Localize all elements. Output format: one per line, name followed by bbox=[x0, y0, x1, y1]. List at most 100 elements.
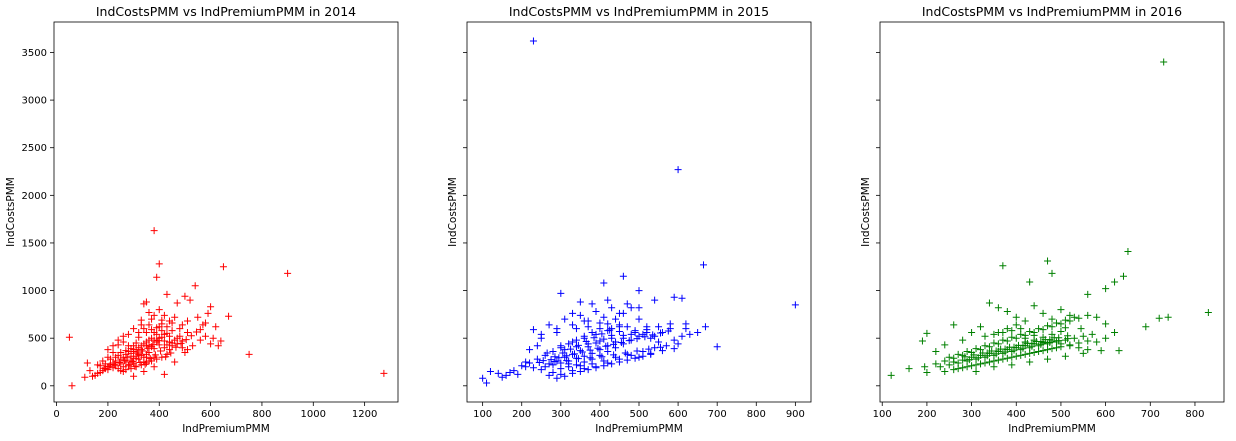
data-point bbox=[137, 351, 145, 359]
data-point bbox=[135, 344, 143, 352]
data-point bbox=[196, 326, 204, 334]
data-point bbox=[592, 308, 600, 316]
data-point bbox=[977, 360, 985, 368]
data-point bbox=[1003, 325, 1011, 333]
data-point bbox=[990, 357, 998, 365]
data-point bbox=[700, 261, 707, 269]
data-point bbox=[670, 336, 678, 344]
data-point bbox=[158, 353, 166, 361]
data-point bbox=[183, 317, 191, 325]
data-point bbox=[623, 356, 631, 364]
data-point bbox=[132, 363, 140, 371]
data-point bbox=[168, 339, 176, 347]
data-point bbox=[142, 298, 150, 306]
data-point bbox=[1075, 344, 1083, 352]
data-point bbox=[1164, 313, 1172, 321]
data-point bbox=[142, 328, 150, 336]
data-point bbox=[1084, 290, 1092, 298]
data-point bbox=[572, 361, 580, 369]
x-tick-label: 0 bbox=[53, 409, 59, 420]
x-tick-label: 700 bbox=[708, 409, 727, 420]
scatter-panel-2015: IndCostsPMM vs IndPremiumPMM in 2015 Ind… bbox=[447, 4, 812, 435]
data-point bbox=[578, 348, 586, 356]
data-point bbox=[994, 304, 1002, 312]
data-point bbox=[999, 355, 1007, 363]
data-point bbox=[219, 263, 227, 271]
data-point bbox=[598, 353, 606, 361]
data-point bbox=[153, 330, 161, 338]
data-point bbox=[178, 344, 186, 352]
data-point bbox=[1044, 355, 1052, 363]
data-point bbox=[1021, 317, 1029, 325]
data-point bbox=[130, 372, 138, 380]
data-point bbox=[1124, 248, 1132, 256]
data-point bbox=[137, 316, 145, 324]
data-points bbox=[479, 37, 799, 387]
data-point bbox=[555, 354, 563, 362]
data-point bbox=[596, 337, 604, 345]
x-axis-label: IndPremiumPMM bbox=[182, 423, 270, 435]
data-point bbox=[932, 360, 940, 368]
data-point bbox=[1012, 344, 1020, 352]
data-point bbox=[1057, 340, 1065, 348]
data-point bbox=[89, 372, 97, 380]
x-tick-label: 200 bbox=[917, 409, 936, 420]
data-point bbox=[954, 350, 962, 358]
data-points bbox=[65, 227, 388, 390]
data-point bbox=[109, 348, 117, 356]
data-point bbox=[557, 342, 565, 350]
data-point bbox=[1084, 311, 1092, 319]
data-point bbox=[1084, 346, 1092, 354]
data-point bbox=[553, 325, 561, 333]
x-tick-label: 700 bbox=[1141, 409, 1160, 420]
data-point bbox=[959, 336, 967, 344]
data-point bbox=[584, 366, 592, 374]
data-point bbox=[596, 319, 604, 327]
data-point bbox=[1079, 332, 1087, 340]
data-point bbox=[1160, 58, 1168, 66]
data-point bbox=[166, 317, 174, 325]
data-point bbox=[101, 360, 109, 368]
data-point bbox=[1017, 325, 1025, 333]
data-point bbox=[124, 330, 132, 338]
data-point bbox=[674, 166, 682, 174]
data-point bbox=[1102, 334, 1110, 342]
data-point bbox=[565, 340, 573, 348]
data-point bbox=[148, 326, 156, 334]
data-point bbox=[529, 37, 537, 45]
data-point bbox=[941, 357, 949, 365]
data-point bbox=[160, 337, 168, 345]
y-axis-label: IndCostsPMM bbox=[447, 177, 459, 247]
data-point bbox=[502, 371, 510, 379]
data-point bbox=[479, 374, 487, 382]
data-point bbox=[181, 292, 189, 300]
data-point bbox=[584, 317, 592, 325]
data-point bbox=[994, 348, 1002, 356]
data-point bbox=[608, 334, 616, 342]
data-point bbox=[225, 312, 233, 320]
data-point bbox=[633, 335, 641, 343]
data-point bbox=[571, 350, 578, 358]
data-point bbox=[122, 358, 130, 366]
plot-frame bbox=[879, 21, 1225, 403]
data-point bbox=[1048, 315, 1056, 323]
chart-title: IndCostsPMM vs IndPremiumPMM in 2016 bbox=[922, 4, 1182, 19]
data-point bbox=[662, 342, 670, 350]
x-tick-label: 200 bbox=[512, 409, 531, 420]
data-point bbox=[1026, 278, 1034, 286]
x-tick-label: 400 bbox=[150, 409, 169, 420]
data-point bbox=[580, 352, 588, 360]
data-point bbox=[1057, 320, 1065, 328]
data-point bbox=[172, 343, 180, 351]
data-point bbox=[1026, 328, 1034, 336]
data-point bbox=[576, 368, 584, 376]
data-point bbox=[1048, 323, 1056, 331]
data-point bbox=[115, 358, 123, 366]
data-point bbox=[1204, 308, 1212, 316]
data-point bbox=[545, 321, 553, 329]
data-point bbox=[604, 296, 612, 304]
data-point bbox=[994, 356, 1002, 364]
data-point bbox=[192, 328, 200, 336]
axes: 100 200 300 400 500 600 700 800 900 bbox=[463, 52, 805, 420]
data-point bbox=[1021, 350, 1029, 358]
